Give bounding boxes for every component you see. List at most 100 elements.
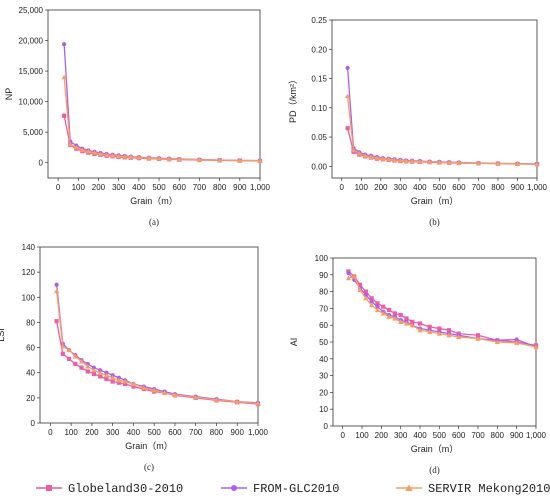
data-point bbox=[368, 154, 374, 160]
data-point bbox=[351, 273, 357, 279]
data-point bbox=[62, 42, 67, 47]
data-point bbox=[53, 288, 60, 294]
x-axis-label: Grain（m） bbox=[411, 196, 459, 206]
data-point bbox=[362, 153, 368, 158]
data-point bbox=[109, 152, 116, 158]
data-point bbox=[122, 153, 128, 159]
series-line bbox=[346, 95, 538, 165]
y-tick-label: 0 bbox=[31, 419, 36, 428]
y-tick-label: 0 bbox=[39, 159, 44, 168]
chart-panel-b: 0 100 200 300 400 500 600 700 800 900 1,000 0.00 0.0… bbox=[288, 16, 548, 227]
data-point bbox=[398, 319, 404, 324]
data-point bbox=[446, 332, 452, 338]
data-point bbox=[494, 339, 500, 345]
data-point bbox=[514, 161, 521, 166]
data-point bbox=[79, 365, 84, 370]
series-servir-mekong2010 bbox=[345, 273, 539, 350]
data-point bbox=[91, 367, 97, 373]
data-point bbox=[72, 353, 78, 359]
x-tick-label: 500 bbox=[152, 183, 166, 192]
x-tick-label: 300 bbox=[112, 183, 126, 192]
series-from-glc2010 bbox=[54, 282, 261, 405]
data-point bbox=[475, 333, 481, 338]
data-point bbox=[54, 319, 59, 324]
data-point bbox=[98, 374, 103, 379]
x-tick-label: 800 bbox=[210, 428, 224, 437]
data-point bbox=[116, 380, 121, 385]
data-point bbox=[380, 156, 386, 161]
y-tick-label: 0.15 bbox=[311, 75, 327, 84]
x-tick-label: 700 bbox=[472, 183, 486, 192]
x-axis-label: Grain（m） bbox=[411, 444, 459, 454]
panel-label: (d) bbox=[429, 465, 440, 475]
series-from-glc2010 bbox=[346, 271, 539, 350]
data-point bbox=[141, 385, 147, 390]
x-tick-label: 200 bbox=[375, 431, 389, 440]
data-point bbox=[345, 126, 350, 131]
y-tick-label: 60 bbox=[319, 321, 328, 330]
x-tick-label: 600 bbox=[168, 428, 182, 437]
data-point bbox=[61, 74, 67, 80]
y-tick-label: 20 bbox=[26, 394, 35, 403]
y-tick-label: 80 bbox=[319, 288, 328, 297]
data-point bbox=[386, 307, 392, 313]
data-point bbox=[427, 329, 433, 335]
data-point bbox=[534, 161, 540, 167]
series-servir-mekong2010 bbox=[344, 93, 540, 167]
y-axis-label: LSI bbox=[0, 328, 6, 342]
series-from-glc2010 bbox=[62, 42, 263, 163]
data-point bbox=[375, 304, 380, 309]
data-point bbox=[345, 275, 352, 281]
x-tick-label: 500 bbox=[148, 428, 162, 437]
data-point bbox=[375, 301, 380, 306]
data-point bbox=[234, 399, 240, 404]
data-point bbox=[385, 156, 392, 162]
data-point bbox=[213, 397, 220, 402]
plot-frame bbox=[331, 19, 538, 179]
x-tick-label: 200 bbox=[85, 428, 99, 437]
data-point bbox=[257, 158, 263, 163]
x-tick-label: 1,000 bbox=[250, 183, 271, 192]
x-tick-label: 400 bbox=[132, 183, 146, 192]
data-point bbox=[446, 159, 452, 165]
x-tick-label: 1,000 bbox=[527, 183, 548, 192]
x-tick-label: 700 bbox=[471, 431, 485, 440]
data-point bbox=[166, 156, 172, 162]
y-tick-label: 0.25 bbox=[311, 16, 327, 25]
legend-marker bbox=[46, 485, 52, 491]
x-tick-label: 0 bbox=[340, 431, 345, 440]
data-point bbox=[116, 377, 122, 383]
y-tick-label: 90 bbox=[319, 271, 328, 280]
x-tick-label: 1,000 bbox=[248, 428, 269, 437]
y-tick-label: 0 bbox=[324, 422, 329, 431]
data-point bbox=[78, 358, 85, 364]
data-point bbox=[110, 379, 115, 384]
data-point bbox=[403, 320, 410, 326]
data-point bbox=[409, 322, 415, 328]
x-tick-label: 900 bbox=[510, 431, 524, 440]
x-tick-label: 0 bbox=[48, 428, 53, 437]
data-point bbox=[436, 330, 442, 336]
data-point bbox=[128, 154, 134, 160]
data-point bbox=[427, 324, 432, 329]
legend-label: FROM-GLC2010 bbox=[253, 482, 339, 496]
y-tick-label: 30 bbox=[319, 372, 328, 381]
series-line bbox=[55, 284, 259, 404]
series-globeland30-2010 bbox=[62, 113, 263, 164]
x-tick-label: 200 bbox=[374, 183, 388, 192]
data-point bbox=[446, 328, 452, 333]
legend-label: SERVIR Mekong2010 bbox=[428, 482, 550, 496]
x-axis-label: Grain（m） bbox=[125, 441, 173, 451]
data-point bbox=[62, 113, 67, 118]
x-tick-label: 600 bbox=[173, 183, 187, 192]
data-point bbox=[116, 153, 122, 159]
chart-panel-d: 0 100 200 300 400 500 600 700 800 900 1,000 0 10 20 30… bbox=[289, 254, 547, 475]
data-point bbox=[122, 378, 128, 384]
x-tick-label: 800 bbox=[491, 183, 505, 192]
data-point bbox=[357, 287, 363, 293]
x-tick-label: 400 bbox=[413, 431, 427, 440]
y-tick-label: 0.20 bbox=[311, 45, 327, 54]
data-point bbox=[161, 390, 168, 395]
data-point bbox=[392, 311, 397, 316]
